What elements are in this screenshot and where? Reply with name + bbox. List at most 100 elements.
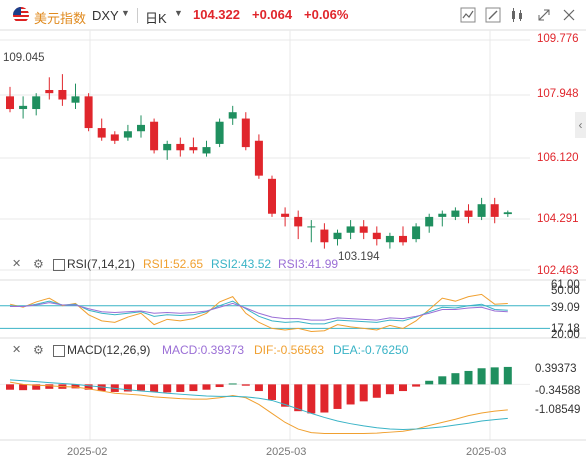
candle-body [84, 96, 93, 129]
rsi-settings-icon[interactable]: ⚙ [33, 257, 44, 271]
candle-body [425, 216, 434, 227]
candle-body [346, 226, 355, 233]
macd-histogram-bar [123, 384, 132, 392]
macd-histogram-bar [202, 384, 211, 390]
price-change: +0.064 [252, 7, 293, 22]
collapse-side-icon[interactable]: ‹ [575, 112, 586, 138]
candle-body [464, 210, 473, 217]
macd-histogram-bar [215, 384, 224, 388]
candle-style-icon[interactable] [512, 8, 522, 22]
candle-body [123, 131, 132, 138]
settings-icon[interactable] [563, 9, 575, 21]
macd-histogram-bar [464, 370, 473, 385]
rsi-panel-icon[interactable] [53, 259, 65, 271]
macd-histogram-bar [71, 384, 80, 389]
candle-body [189, 147, 198, 151]
dif-value: DIF:-0.56563 [254, 343, 325, 357]
macd-histogram-bar [307, 384, 316, 414]
rsi-axis-label: 61.00 [551, 279, 580, 291]
macd-histogram-bar [477, 368, 486, 385]
price-change-pct: +0.06% [304, 7, 349, 22]
candle-body [176, 143, 185, 151]
symbol-label[interactable]: DXY [92, 8, 119, 23]
price-axis-label: 102.463 [537, 265, 579, 277]
macd-axis-label: 0.39373 [535, 363, 577, 375]
macd-histogram-bar [399, 384, 407, 392]
dea-value: DEA:-0.76250 [333, 343, 409, 357]
candle-body [150, 121, 159, 151]
macd-axis-label: -0.34588 [535, 385, 581, 397]
macd-histogram-bar [333, 384, 342, 409]
candle-body [228, 112, 237, 119]
candle-body [490, 204, 499, 217]
candle-body [320, 229, 329, 243]
dea-line [9, 379, 508, 431]
macd-histogram-bar [451, 373, 460, 385]
candle-body [333, 232, 342, 240]
high-annotation: 109.045 [3, 52, 45, 64]
price-axis-label: 106.120 [537, 152, 579, 164]
macd-histogram-bar [19, 384, 28, 391]
collapse-macd-icon[interactable]: ✕ [12, 344, 22, 356]
macd-histogram-bar [137, 384, 145, 391]
candle-body [45, 89, 54, 94]
draw-icon[interactable] [485, 7, 501, 23]
candle-body [19, 105, 28, 110]
macd-histogram-bar [163, 384, 172, 393]
macd-histogram-bar [438, 376, 447, 385]
indicator-icon[interactable] [460, 7, 476, 23]
macd-histogram-bar [6, 384, 14, 390]
candle-body [399, 235, 407, 243]
period-selector[interactable]: 日K [145, 11, 167, 26]
candle-body [294, 216, 303, 227]
macd-histogram-bar [150, 384, 159, 392]
macd-histogram-bar [268, 384, 276, 400]
macd-histogram-bar [372, 384, 381, 398]
date-label: 2025-03 [266, 446, 307, 458]
period-dropdown-icon[interactable]: ▼ [174, 8, 183, 18]
collapse-rsi-icon[interactable]: ✕ [12, 258, 22, 270]
candle-body [254, 140, 263, 176]
rsi2-line [9, 300, 508, 325]
symbol-dropdown-icon[interactable]: ▼ [121, 8, 130, 18]
last-price: 104.322 [193, 7, 240, 22]
price-axis-label: 107.948 [537, 88, 579, 100]
macd-axis-label: -1.08549 [535, 404, 581, 416]
dif-line [9, 381, 508, 435]
macd-histogram-bar [294, 384, 303, 412]
price-axis-label: 104.291 [537, 213, 579, 225]
candle-body [215, 121, 224, 144]
candle-body [451, 210, 460, 217]
macd-histogram-bar [32, 384, 41, 390]
macd-settings-icon[interactable]: ⚙ [33, 343, 44, 357]
candle-body [412, 226, 421, 240]
macd-histogram-bar [176, 384, 185, 392]
macd-histogram-bar [412, 384, 421, 387]
candle-body [71, 96, 80, 103]
macd-histogram-bar [425, 380, 434, 385]
candle-body [6, 96, 14, 110]
expand-icon[interactable] [538, 9, 550, 21]
candle-body [110, 134, 119, 141]
macd-histogram-bar [490, 367, 499, 385]
macd-histogram-bar [359, 384, 368, 402]
rsi1-value: RSI1:52.65 [143, 257, 204, 271]
date-label: 2025-03 [466, 446, 507, 458]
candle-body [372, 232, 381, 240]
macd-histogram-bar [97, 384, 106, 392]
rsi-label: RSI(7,14,21) [67, 257, 136, 271]
macd-histogram-bar [84, 384, 93, 390]
instrument-name[interactable]: 美元指数 [34, 11, 87, 26]
low-annotation: 103.194 [338, 251, 380, 263]
candle-body [385, 235, 394, 243]
candle-body [268, 178, 276, 214]
macd-panel-icon[interactable] [53, 345, 65, 357]
rsi3-value: RSI3:41.99 [278, 257, 339, 271]
quote-header: 美元指数 DXY ▼ 日K ▼ 104.322 +0.064 +0.06% [0, 0, 586, 30]
macd-histogram-bar [320, 384, 329, 413]
candle-body [241, 118, 250, 148]
macd-histogram-bar [45, 384, 54, 389]
candle-body [307, 226, 316, 228]
macd-histogram-bar [385, 384, 394, 395]
